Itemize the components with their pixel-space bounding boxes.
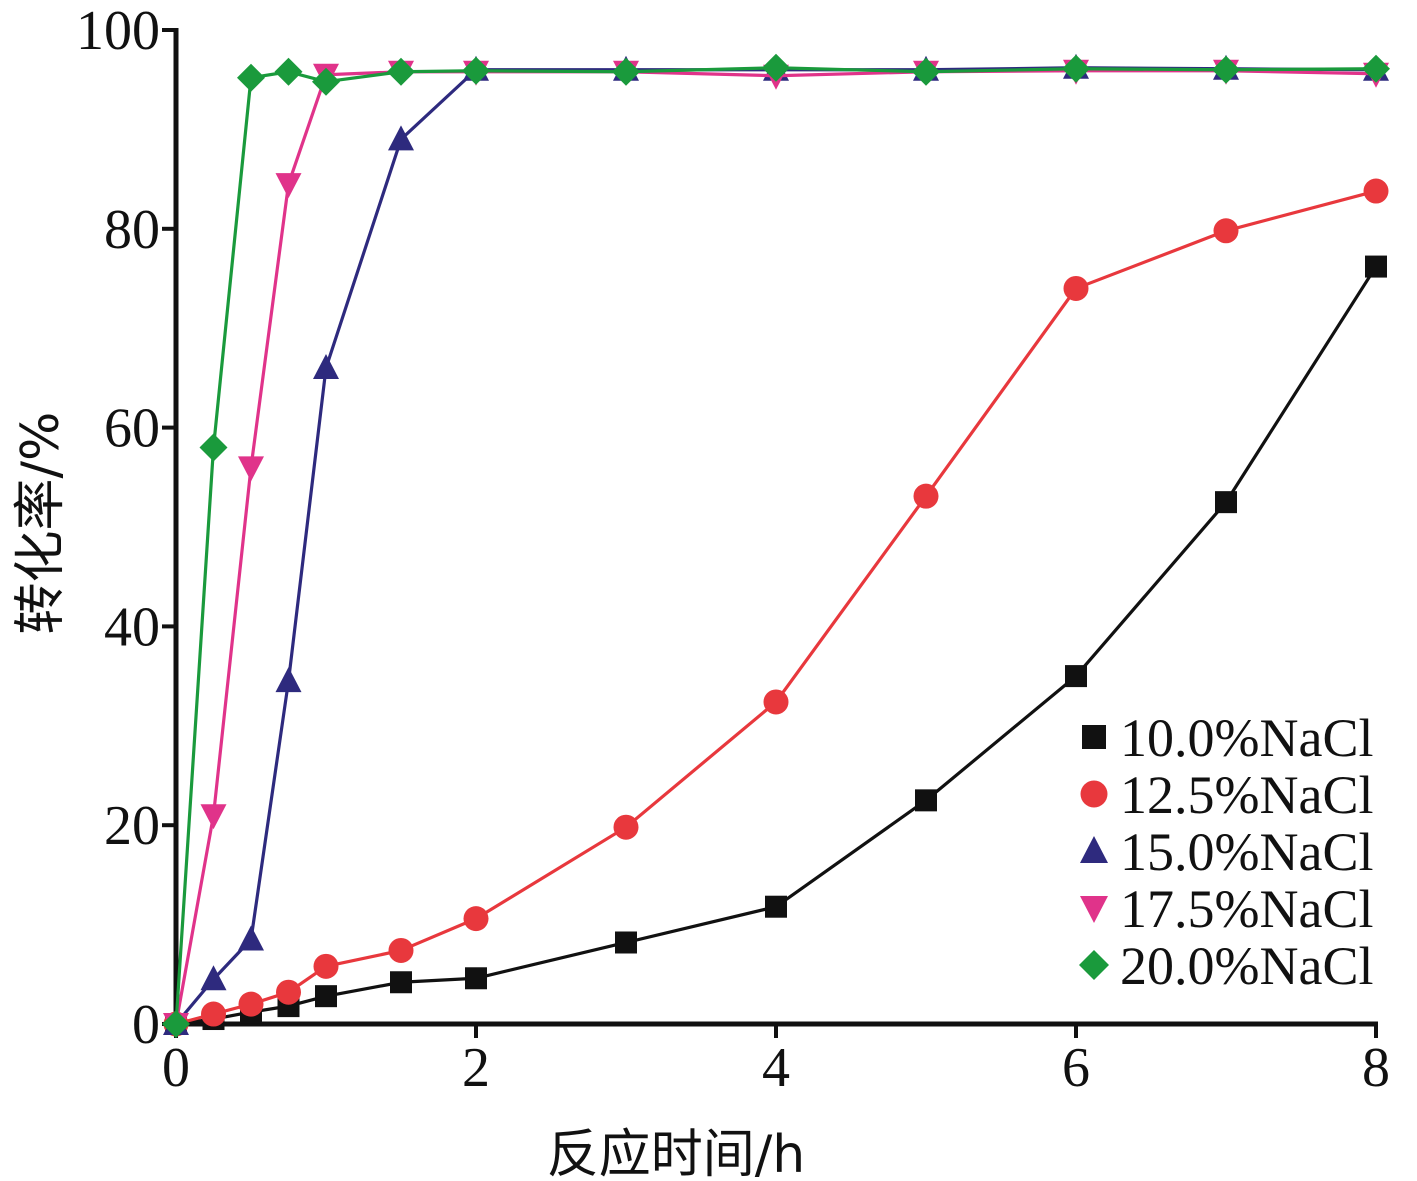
axes: 0 20 40 60 80 100 0 2 4 6 8 [76, 0, 1390, 1099]
x-tick-label: 8 [1362, 1037, 1390, 1099]
x-tick-label: 2 [462, 1037, 490, 1099]
data-point [200, 804, 227, 830]
data-point [615, 931, 637, 954]
data-point [763, 689, 789, 715]
legend-item: 10.0%NaCl [1082, 708, 1373, 768]
data-point [1212, 55, 1240, 84]
data-point [238, 456, 264, 482]
y-tick-label: 20 [104, 795, 160, 857]
x-axis-title: 反应时间/h [547, 1125, 805, 1181]
y-tick-label: 0 [132, 994, 160, 1056]
data-point [276, 979, 301, 1005]
legend-marker [1080, 896, 1108, 923]
x-tick-label: 4 [762, 1037, 790, 1099]
data-point [765, 895, 787, 918]
y-tick-label: 100 [76, 0, 160, 62]
data-point [1213, 218, 1239, 244]
legend-item: 15.0%NaCl [1080, 822, 1373, 882]
data-point [200, 965, 227, 991]
y-tick-label: 40 [104, 596, 160, 658]
data-point [762, 53, 790, 82]
series-layer [162, 53, 1390, 1038]
data-point [1065, 665, 1087, 688]
data-point [275, 173, 302, 199]
data-point [387, 57, 415, 86]
data-point [388, 125, 414, 151]
legend-label: 20.0%NaCl [1120, 936, 1373, 996]
x-tick-label: 0 [162, 1037, 190, 1099]
data-point [162, 1010, 190, 1038]
data-point [390, 971, 412, 994]
data-point [199, 433, 228, 462]
legend-marker [1082, 725, 1106, 749]
data-point [238, 991, 264, 1017]
legend-item: 12.5%NaCl [1080, 765, 1373, 825]
data-point [912, 57, 940, 86]
data-point [275, 667, 302, 693]
data-point [201, 1001, 226, 1027]
data-point [313, 353, 339, 379]
legend-label: 15.0%NaCl [1120, 822, 1373, 882]
legend-label: 17.5%NaCl [1120, 879, 1373, 939]
data-point [313, 953, 339, 979]
x-tick-label: 6 [1062, 1037, 1090, 1099]
data-point [274, 57, 303, 86]
y-tick-label: 60 [104, 398, 160, 460]
data-point [1215, 491, 1237, 514]
data-point [1062, 54, 1090, 83]
data-point [1363, 178, 1389, 204]
legend-marker [1079, 950, 1109, 980]
data-point [1365, 255, 1387, 278]
y-tick-label: 80 [104, 199, 160, 261]
data-point [463, 906, 489, 932]
legend: 10.0%NaCl12.5%NaCl15.0%NaCl17.5%NaCl20.0… [1079, 708, 1373, 996]
series-5 [162, 53, 1390, 1038]
legend-item: 20.0%NaCl [1079, 936, 1373, 996]
data-point [388, 937, 414, 963]
legend-label: 12.5%NaCl [1120, 765, 1373, 825]
data-point [913, 483, 939, 509]
data-point [238, 925, 264, 951]
legend-label: 10.0%NaCl [1120, 708, 1373, 768]
data-point [237, 63, 265, 92]
data-point [465, 967, 487, 990]
data-point [315, 985, 337, 1008]
data-point [1063, 275, 1089, 301]
data-point [612, 57, 640, 86]
legend-item: 17.5%NaCl [1080, 879, 1373, 939]
y-axis-title: 转化率/% [11, 412, 71, 635]
data-point [462, 56, 490, 85]
legend-marker [1080, 836, 1108, 863]
data-point [1362, 54, 1390, 83]
data-point [915, 789, 937, 812]
data-point [613, 814, 639, 840]
data-point [312, 67, 340, 96]
legend-marker [1080, 780, 1108, 808]
